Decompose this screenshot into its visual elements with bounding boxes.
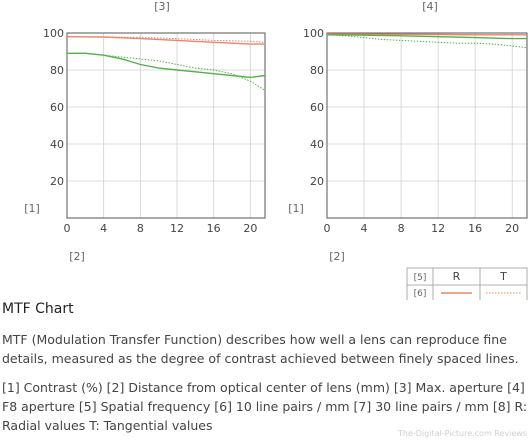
legend-row1-label: [6] xyxy=(414,289,427,299)
x-tick-label: 0 xyxy=(324,222,331,235)
series-line-30-R xyxy=(67,52,266,79)
plot-frame xyxy=(326,32,528,219)
y-tick-label: 80 xyxy=(50,64,64,77)
series-line-10-T xyxy=(67,36,266,43)
x-tick-label: 4 xyxy=(100,222,107,235)
series-line-30-R xyxy=(326,34,527,40)
plot-frame xyxy=(66,32,266,219)
legend-col-t: T xyxy=(499,270,507,283)
legend-table: [5]RT[6][7][8] xyxy=(406,267,528,300)
y-tick-label: 20 xyxy=(50,175,64,188)
y-tick-label: 80 xyxy=(310,64,324,77)
mtf-chart-max-aperture: 0 4 8 12 16 20 20 40 60 80 100 [3] [1] [2] xyxy=(24,0,266,263)
y-tick-label: 40 xyxy=(310,138,324,151)
x-tick-label: 8 xyxy=(137,222,144,235)
chart-title: [4] xyxy=(422,0,438,13)
y-tick-label: 40 xyxy=(50,138,64,151)
legend-border xyxy=(406,267,528,300)
x-tick-label: 4 xyxy=(361,222,368,235)
x-tick-label: 16 xyxy=(468,222,482,235)
watermark: The-Digital-Picture.com Reviews xyxy=(398,429,527,438)
y-tick-label: 60 xyxy=(50,101,64,114)
legend-header-label: [5] xyxy=(414,273,427,283)
x-tick-label: 12 xyxy=(431,222,445,235)
x-tick-label: 20 xyxy=(243,222,257,235)
x-axis-label: [2] xyxy=(69,250,85,263)
chart-title: [3] xyxy=(154,0,170,13)
series-line-30-T xyxy=(67,52,266,91)
y-tick-label: 60 xyxy=(310,101,324,114)
x-axis-label: [2] xyxy=(329,250,345,263)
y-axis-label: [1] xyxy=(24,202,40,215)
legend-explanation: [1] Contrast (%) [2] Distance from optic… xyxy=(2,380,528,433)
y-axis-label: [1] xyxy=(288,202,304,215)
y-tick-label: 100 xyxy=(43,27,64,40)
y-tick-label: 20 xyxy=(310,175,324,188)
y-tick-label: 100 xyxy=(303,27,324,40)
series-line-30-T xyxy=(326,34,528,49)
x-tick-label: 20 xyxy=(505,222,519,235)
x-tick-label: 12 xyxy=(170,222,184,235)
legend-col-r: R xyxy=(453,270,461,283)
mtf-description: MTF (Modulation Transfer Function) descr… xyxy=(2,332,519,366)
series-line-10-T xyxy=(326,33,527,36)
x-tick-label: 0 xyxy=(64,222,71,235)
x-tick-label: 16 xyxy=(207,222,221,235)
x-tick-label: 8 xyxy=(398,222,405,235)
mtf-chart-f8-aperture: 0 4 8 12 16 20 20 40 60 80 100 [4] [1] [2] xyxy=(288,0,528,263)
page-title: MTF Chart xyxy=(2,301,74,317)
mtf-charts: 0 4 8 12 16 20 20 40 60 80 100 [3] [1] [2] 0 4 8 12 16 20 2… xyxy=(24,0,528,300)
